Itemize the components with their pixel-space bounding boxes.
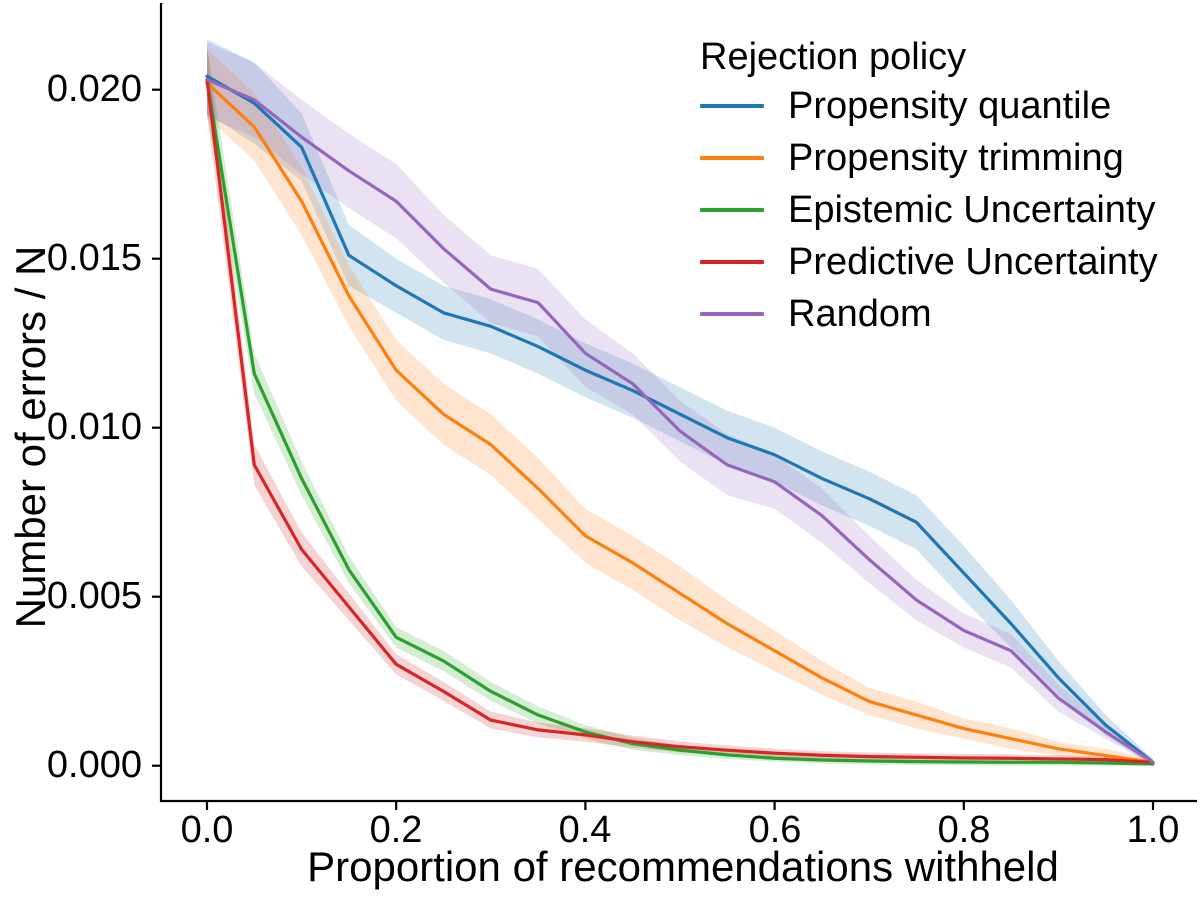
y-tick-label: 0.020 [46, 68, 142, 110]
series-lines [205, 74, 1155, 766]
series-line-propensity-quantile [205, 74, 1155, 764]
legend-item-label: Predictive Uncertainty [788, 241, 1158, 283]
y-axis-label: Number of errors / N [7, 245, 54, 629]
y-tick-label: 0.005 [46, 575, 142, 617]
legend: Rejection policy Propensity quantile Pro… [700, 34, 1158, 340]
legend-item: Predictive Uncertainty [700, 236, 1158, 288]
x-tick-label: 0.0 [180, 809, 234, 851]
legend-item: Propensity quantile [700, 80, 1158, 132]
legend-line-sample-icon [700, 260, 764, 264]
legend-item: Random [700, 288, 1158, 340]
legend-item-label: Propensity quantile [788, 85, 1112, 127]
series-line-epistemic-uncertainty [205, 77, 1155, 766]
legend-item: Epistemic Uncertainty [700, 184, 1158, 236]
confidence-band-random [206, 42, 1154, 766]
legend-line-sample-icon [700, 208, 764, 212]
x-tick-label: 0.4 [558, 809, 612, 851]
legend-item-label: Epistemic Uncertainty [788, 189, 1156, 231]
legend-item-label: Random [788, 293, 932, 335]
confidence-band-propensity-quantile [206, 39, 1154, 766]
x-tick-label: 0.8 [937, 809, 991, 851]
x-axis-label: Proportion of recommendations withheld [307, 843, 1059, 890]
legend-line-sample-icon [700, 104, 764, 108]
y-tick-label: 0.000 [46, 744, 142, 786]
legend-item: Propensity trimming [700, 132, 1158, 184]
legend-line-sample-icon [700, 156, 764, 160]
series-line-predictive-uncertainty [205, 77, 1155, 764]
y-tick-label: 0.010 [46, 406, 142, 448]
series-line-random [205, 77, 1155, 764]
y-tick-label: 0.015 [46, 237, 142, 279]
legend-title: Rejection policy [700, 36, 967, 78]
x-tick-label: 0.6 [748, 809, 802, 851]
legend-line-sample-icon [700, 312, 764, 316]
x-tick-label: 0.2 [369, 809, 423, 851]
x-tick-label: 1.0 [1126, 809, 1180, 851]
series-line-propensity-trimming [205, 81, 1155, 764]
confidence-bands [206, 39, 1154, 766]
axes-spines-and-ticks [152, 3, 1197, 810]
legend-item-label: Propensity trimming [788, 137, 1124, 179]
